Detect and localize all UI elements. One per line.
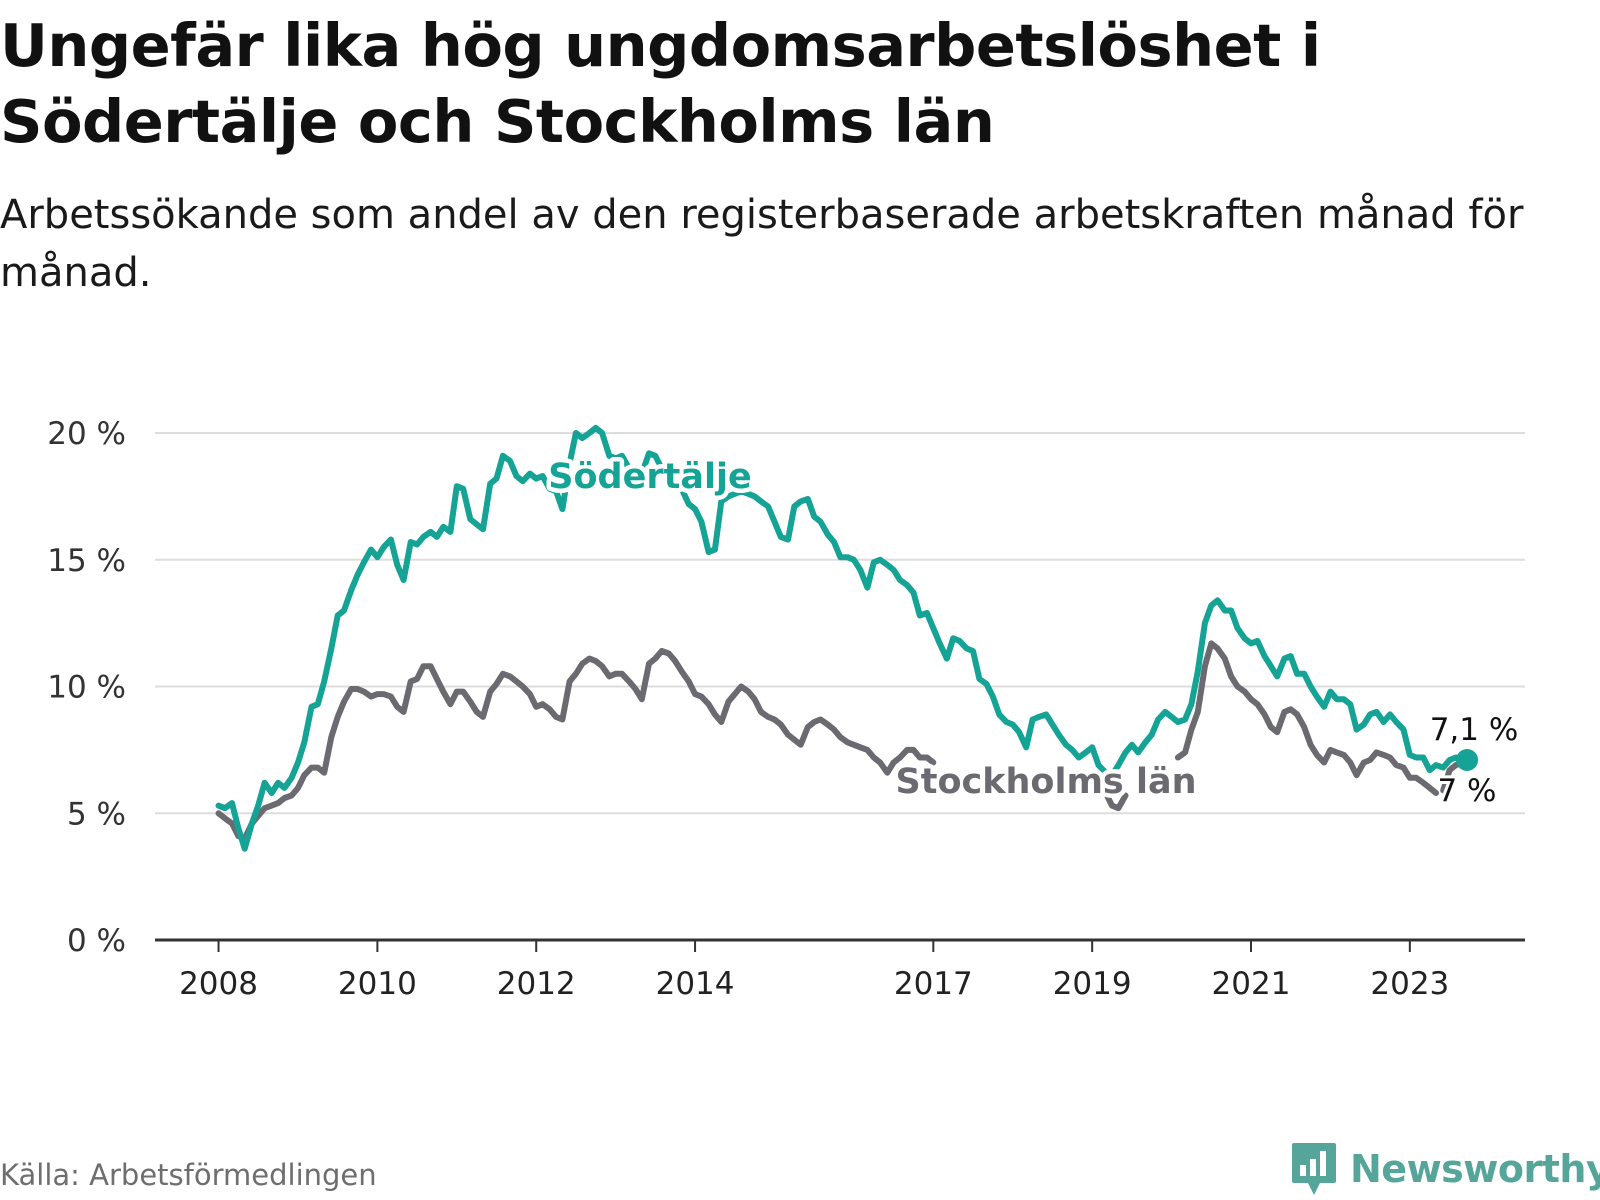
line-chart: 0 %5 %10 %15 %20 % 2008 2010 2012 2014 2017 2… [47, 416, 1525, 1002]
y-tick-label: 15 % [47, 543, 126, 579]
series-lines [215, 424, 1467, 852]
x-tick-label: 2021 [1212, 966, 1291, 1002]
chart-subtitle: Arbetssökande som andel av den registerb… [0, 192, 1524, 296]
brand-name: Newsworthy [1350, 1147, 1600, 1191]
x-tick-label: 2010 [338, 966, 417, 1002]
chart-title: Ungefär lika hög ungdomsarbetslöshet i S… [0, 11, 1321, 156]
newsworthy-logo-icon [1292, 1143, 1336, 1195]
y-tick-label: 0 % [67, 923, 126, 959]
x-axis-ticks: 2008 2010 2012 2014 2017 2019 2021 2023 [179, 940, 1449, 1002]
sodertalje-end-dot [1456, 749, 1479, 772]
x-tick-label: 2019 [1053, 966, 1132, 1002]
x-tick-label: 2012 [497, 966, 576, 1002]
x-tick-label: 2008 [179, 966, 258, 1002]
series-label-stockholm: Stockholms län [896, 762, 1197, 802]
source-note: Källa: Arbetsförmedlingen [0, 1158, 377, 1192]
end-value-label-sodertalje: 7,1 % [1430, 712, 1519, 748]
x-tick-label: 2017 [894, 966, 973, 1002]
series-line-stockholm [215, 648, 937, 842]
series-line-sodertalje [215, 424, 1467, 852]
x-tick-label: 2014 [656, 966, 735, 1002]
series-line-stockholm [1102, 790, 1129, 812]
series-line-stockholm [1174, 640, 1439, 796]
series-label-sodertalje: Södertälje [548, 457, 751, 497]
x-tick-label: 2023 [1370, 966, 1449, 1002]
y-tick-label: 20 % [47, 416, 126, 452]
end-value-label-stockholm: 7 % [1437, 773, 1496, 809]
y-tick-label: 5 % [67, 796, 126, 832]
brand-logo: Newsworthy [1290, 1141, 1600, 1197]
y-tick-label: 10 % [47, 670, 126, 706]
y-axis-ticks: 0 % 5 % 10 % 15 % 20 % [47, 416, 126, 959]
